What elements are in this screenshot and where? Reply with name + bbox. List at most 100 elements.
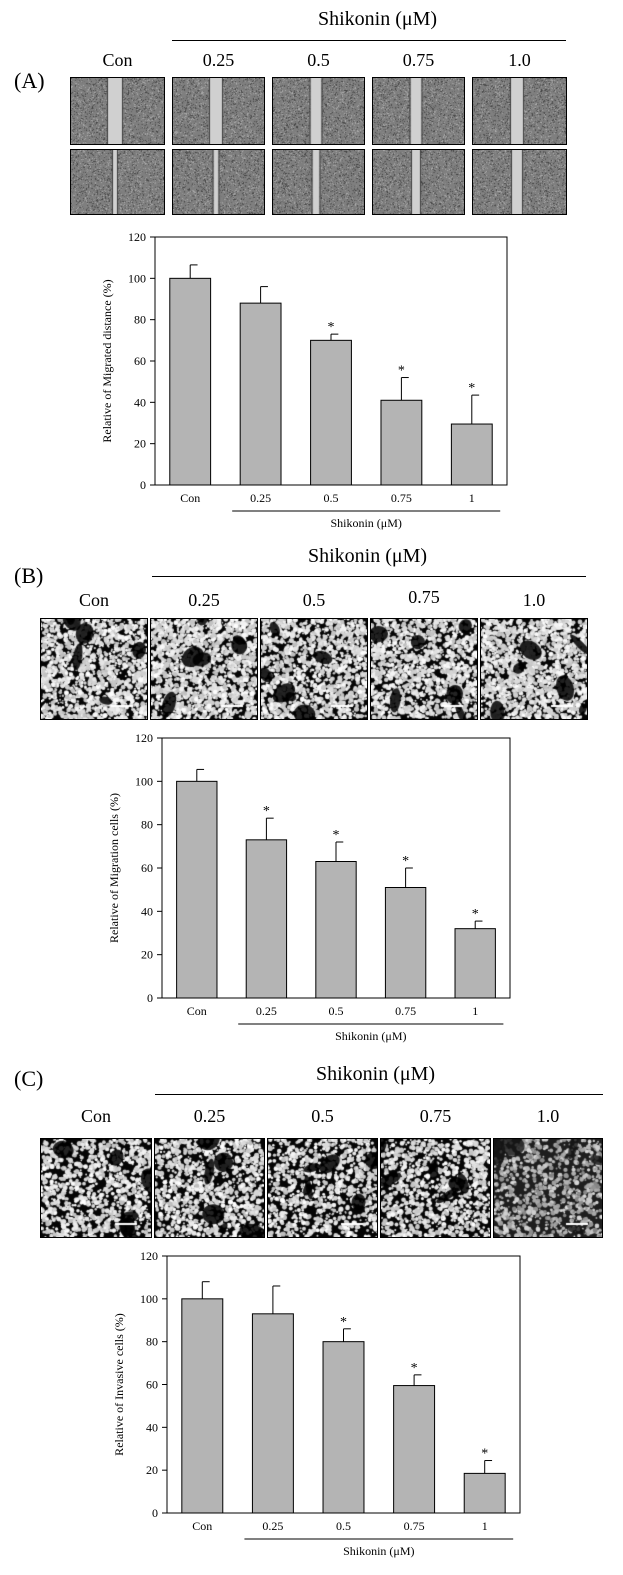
- column-label: 0.5: [307, 50, 330, 70]
- y-tick-label: 120: [140, 1249, 158, 1263]
- treatment-header: Shikonin (μM): [318, 8, 438, 30]
- migrated-distance-bar-chart: 0 20 40 60 80 100 120 Con 0.25 * 0.5 * 0.75 * 1 Shikoni…: [100, 230, 508, 530]
- wound-micrograph-image: [272, 77, 365, 145]
- wound-micrograph-image: [70, 149, 165, 215]
- significance-marker: *: [340, 1315, 347, 1330]
- bar: [454, 928, 496, 999]
- panel-c: (C) Shikonin (μM) Con 0.25 0.5 0.75 1.0 …: [0, 1058, 623, 1575]
- wound-micrograph-image: [372, 77, 465, 145]
- y-tick-label: 100: [140, 1292, 158, 1306]
- column-label: 1.0: [522, 590, 546, 610]
- x-axis-label: Shikonin (μM): [335, 1029, 406, 1043]
- invasion-micrograph-image: [493, 1138, 603, 1238]
- micrograph-texture: [41, 619, 147, 719]
- micrograph-texture: [373, 78, 464, 144]
- micrograph-texture: [373, 150, 464, 214]
- migration-micrograph-image: [480, 618, 588, 720]
- invasion-micrograph-image: [154, 1138, 265, 1238]
- y-tick-label: 80: [146, 1335, 158, 1349]
- micrograph-texture: [261, 619, 367, 719]
- wound-micrograph-image: [472, 149, 567, 215]
- x-category-label: Con: [187, 1004, 207, 1018]
- x-category-label: Con: [192, 1519, 212, 1533]
- invasion-micrograph-image: [380, 1138, 491, 1238]
- significance-marker: *: [402, 854, 409, 869]
- bar: [315, 861, 357, 999]
- significance-marker: *: [468, 381, 475, 396]
- y-axis-label: Relative of Migration cells (%): [107, 793, 121, 943]
- panel-label: (C): [14, 1066, 44, 1091]
- migration-cells-bar-chart: 0 20 40 60 80 100 120 Con * 0.25 * 0.5 * 0.75 * 1 Shikon…: [107, 731, 511, 1043]
- bar: [463, 1472, 506, 1514]
- panel-a: (A) Shikonin (μM) Con 0.25 0.5 0.75 1.0 …: [0, 0, 623, 530]
- significance-marker: *: [398, 364, 405, 379]
- panel-label: (A): [14, 68, 45, 93]
- bar: [393, 1385, 436, 1514]
- significance-marker: *: [333, 828, 340, 843]
- column-label: 1.0: [536, 1106, 560, 1126]
- micrograph-texture: [473, 150, 566, 214]
- wound-micrograph-image: [372, 149, 465, 215]
- y-tick-label: 100: [135, 774, 153, 788]
- significance-marker: *: [481, 1447, 488, 1462]
- x-axis-label: Shikonin (μM): [343, 1544, 414, 1558]
- migration-micrograph-image: [40, 618, 148, 720]
- micrograph-texture: [71, 150, 164, 214]
- micrograph-texture: [173, 150, 264, 214]
- column-label: 0.25: [193, 1106, 226, 1126]
- x-category-label: Con: [180, 491, 200, 505]
- panel-label: (B): [14, 563, 44, 588]
- wound-micrograph-image: [472, 77, 567, 145]
- significance-marker: *: [411, 1361, 418, 1376]
- y-tick-label: 20: [134, 437, 146, 451]
- treatment-header: Shikonin (μM): [308, 545, 428, 567]
- y-tick-label: 120: [128, 230, 146, 244]
- micrograph-texture: [41, 1139, 151, 1237]
- column-label: 0.75: [408, 587, 440, 607]
- bar: [450, 423, 493, 486]
- x-category-label: 0.5: [336, 1519, 351, 1533]
- x-category-label: 0.75: [391, 491, 412, 505]
- micrograph-texture: [481, 619, 587, 719]
- bar: [310, 339, 352, 486]
- migration-micrograph-image: [260, 618, 368, 720]
- migration-micrograph-image: [150, 618, 258, 720]
- treatment-bracket: [172, 40, 566, 41]
- column-label: Con: [80, 1106, 111, 1126]
- y-axis-label: Relative of Migrated distance (%): [100, 279, 114, 442]
- wound-micrograph-image: [272, 149, 365, 215]
- micrograph-texture: [155, 1139, 264, 1237]
- y-tick-label: 20: [146, 1463, 158, 1477]
- x-category-label: 0.5: [324, 491, 339, 505]
- micrograph-texture: [151, 619, 257, 719]
- bar: [384, 887, 427, 999]
- micrograph-texture: [273, 150, 364, 214]
- column-label: Con: [102, 50, 133, 70]
- x-axis-label: Shikonin (μM): [330, 516, 401, 530]
- treatment-bracket: [155, 1094, 603, 1095]
- y-tick-label: 40: [134, 395, 146, 409]
- invasive-cells-bar-chart: 0 20 40 60 80 100 120 Con 0.25 * 0.5 * 0.75 * 1 Shikoni…: [112, 1249, 521, 1558]
- y-tick-label: 60: [146, 1378, 158, 1392]
- x-category-label: 1: [469, 491, 475, 505]
- column-label: Con: [78, 590, 109, 610]
- treatment-header: Shikonin (μM): [316, 1063, 436, 1085]
- significance-marker: *: [328, 320, 335, 335]
- bar: [380, 399, 423, 486]
- x-category-label: 0.25: [262, 1519, 283, 1533]
- migration-micrograph-image: [370, 618, 478, 720]
- treatment-bracket: [152, 576, 586, 577]
- column-label: 0.25: [202, 50, 235, 70]
- x-category-label: 0.5: [329, 1004, 344, 1018]
- column-label: 1.0: [508, 50, 531, 70]
- significance-marker: *: [263, 804, 270, 819]
- micrograph-texture: [371, 619, 477, 719]
- x-category-label: 1: [482, 1519, 488, 1533]
- wound-micrograph-image: [70, 77, 165, 145]
- micrograph-texture: [173, 78, 264, 144]
- y-tick-label: 40: [146, 1420, 158, 1434]
- panel-b: (B) Shikonin (μM) Con 0.25 0.5 0.75 1.0 …: [0, 540, 623, 1050]
- column-label: 0.25: [188, 590, 220, 610]
- micrograph-texture: [268, 1139, 377, 1237]
- wound-micrograph-image: [172, 77, 265, 145]
